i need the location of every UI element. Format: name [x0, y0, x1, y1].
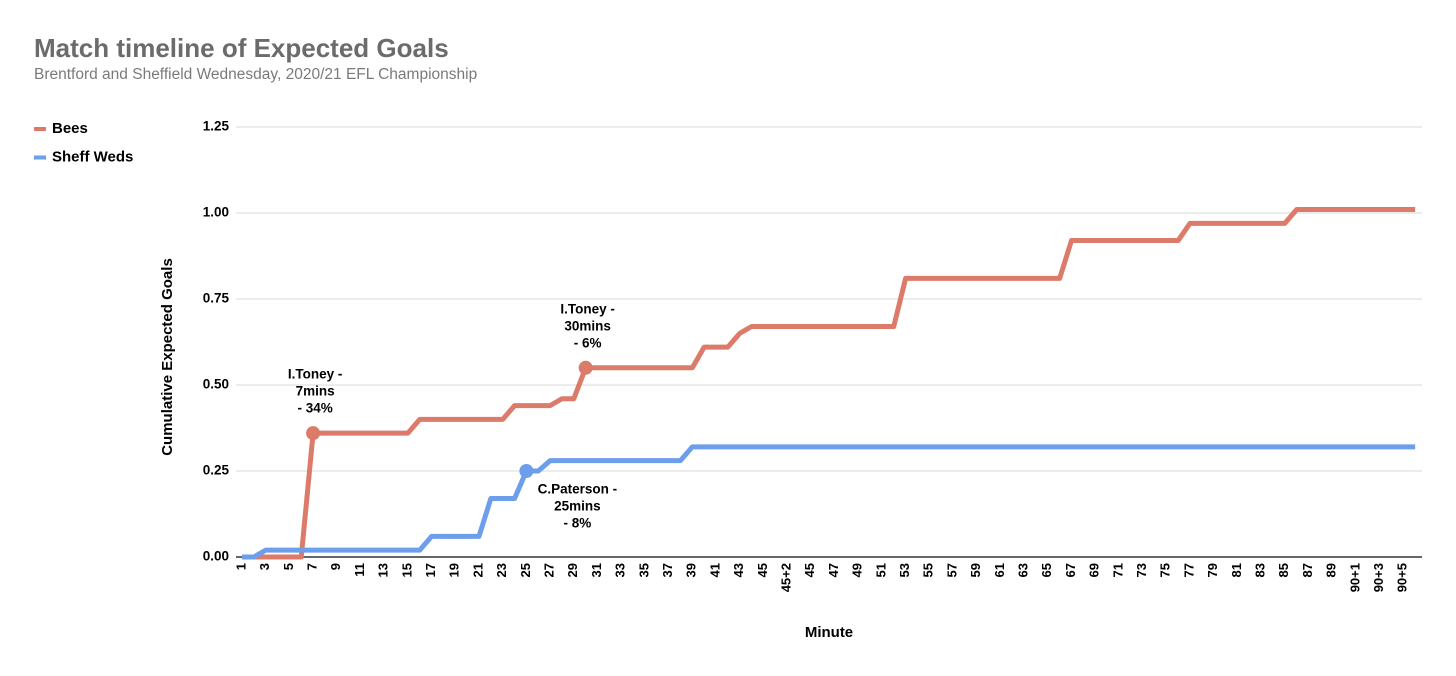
x-tick-label: 63 — [1016, 563, 1031, 577]
x-tick-label: 15 — [399, 563, 414, 577]
annotation: 7mins — [296, 384, 335, 399]
x-tick-label: 37 — [660, 563, 675, 577]
x-tick-label: 77 — [1181, 563, 1196, 577]
x-tick-label: 67 — [1063, 563, 1078, 577]
annotation: - 6% — [574, 335, 602, 350]
y-tick-label: 0.00 — [203, 549, 229, 564]
point-marker — [519, 464, 534, 478]
x-tick-label: 27 — [542, 563, 557, 577]
x-tick-label: 13 — [376, 563, 391, 577]
x-tick-label: 71 — [1110, 563, 1125, 577]
x-tick-label: 43 — [731, 563, 746, 577]
x-tick-label: 5 — [281, 563, 296, 570]
x-axis-title: Minute — [805, 624, 853, 641]
chart-title: Match timeline of Expected Goals — [34, 33, 449, 63]
x-tick-label: 47 — [826, 563, 841, 577]
x-tick-label: 81 — [1229, 563, 1244, 577]
x-tick-label: 41 — [707, 563, 722, 577]
x-tick-label: 33 — [613, 563, 628, 577]
x-tick-label: 51 — [873, 563, 888, 577]
x-tick-label: 39 — [684, 563, 699, 577]
x-tick-label: 7 — [305, 563, 320, 570]
x-tick-label: 90+1 — [1347, 563, 1362, 592]
x-tick-label: 11 — [352, 563, 367, 577]
legend-label: Sheff Weds — [52, 148, 133, 165]
y-tick-label: 0.25 — [203, 463, 230, 478]
x-tick-label: 53 — [897, 563, 912, 577]
x-tick-label: 45 — [755, 563, 770, 577]
annotation: 30mins — [564, 318, 611, 333]
x-tick-label: 55 — [921, 563, 936, 577]
x-tick-label: 25 — [518, 563, 533, 577]
annotation: - 8% — [564, 516, 592, 531]
x-tick-label: 83 — [1253, 563, 1268, 577]
x-tick-label: 31 — [589, 563, 604, 577]
x-tick-label: 90+5 — [1395, 563, 1410, 592]
y-tick-label: 0.75 — [203, 291, 230, 306]
y-tick-label: 1.25 — [203, 119, 230, 134]
x-tick-label: 29 — [565, 563, 580, 577]
point-marker — [578, 360, 593, 375]
annotation: - 34% — [297, 401, 332, 416]
annotation: I.Toney - — [288, 367, 343, 382]
x-tick-label: 61 — [992, 563, 1007, 577]
x-tick-label: 85 — [1276, 563, 1291, 577]
point-marker — [306, 426, 321, 441]
x-tick-label: 9 — [328, 563, 343, 570]
x-tick-label: 1 — [233, 563, 248, 570]
annotation: C.Paterson - — [538, 482, 618, 497]
x-tick-label: 89 — [1324, 563, 1339, 577]
x-tick-label: 35 — [636, 563, 651, 577]
x-tick-label: 59 — [968, 563, 983, 577]
x-tick-label: 79 — [1205, 563, 1220, 577]
x-tick-label: 23 — [494, 563, 509, 577]
x-tick-label: 69 — [1087, 563, 1102, 577]
legend-label: Bees — [52, 120, 88, 137]
annotation: 25mins — [554, 499, 601, 514]
y-tick-label: 0.50 — [203, 377, 229, 392]
x-tick-label: 3 — [257, 563, 272, 570]
y-axis-title: Cumulative Expected Goals — [159, 258, 176, 456]
series-line — [242, 207, 1416, 560]
x-tick-label: 57 — [944, 563, 959, 577]
x-tick-label: 90+3 — [1371, 563, 1386, 592]
x-tick-label: 73 — [1134, 563, 1149, 577]
x-tick-label: 21 — [470, 563, 485, 577]
x-tick-label: 87 — [1300, 563, 1315, 577]
x-tick-label: 65 — [1039, 563, 1054, 577]
series-line — [242, 444, 1416, 560]
x-tick-label: 45+2 — [779, 563, 794, 592]
y-tick-label: 1.00 — [203, 205, 229, 220]
x-tick-label: 49 — [850, 563, 865, 577]
x-tick-label: 45 — [802, 563, 817, 577]
chart-subtitle: Brentford and Sheffield Wednesday, 2020/… — [34, 66, 477, 83]
x-tick-label: 19 — [447, 563, 462, 577]
annotation: I.Toney - — [560, 301, 615, 316]
x-tick-label: 75 — [1158, 563, 1173, 577]
x-tick-label: 17 — [423, 563, 438, 577]
